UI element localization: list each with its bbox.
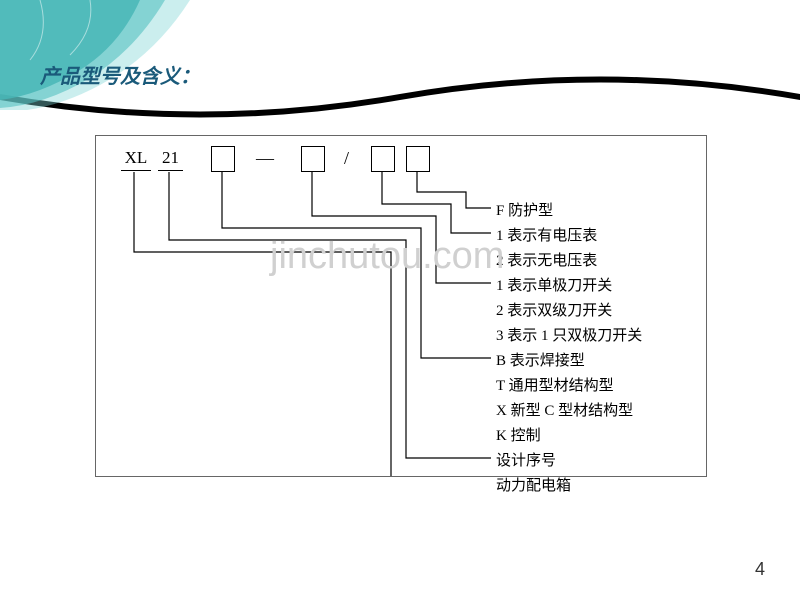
model-code-diagram: XL21—/F 防护型1 表示有电压表2 表示无电压表1 表示单极刀开关2 表示… (95, 135, 707, 477)
corner-accent (0, 0, 190, 110)
desc-line-11: 动力配电箱 (496, 474, 571, 495)
page-number: 4 (755, 559, 765, 580)
connector-lines (96, 136, 706, 476)
slide-title: 产品型号及含义： (40, 60, 200, 89)
